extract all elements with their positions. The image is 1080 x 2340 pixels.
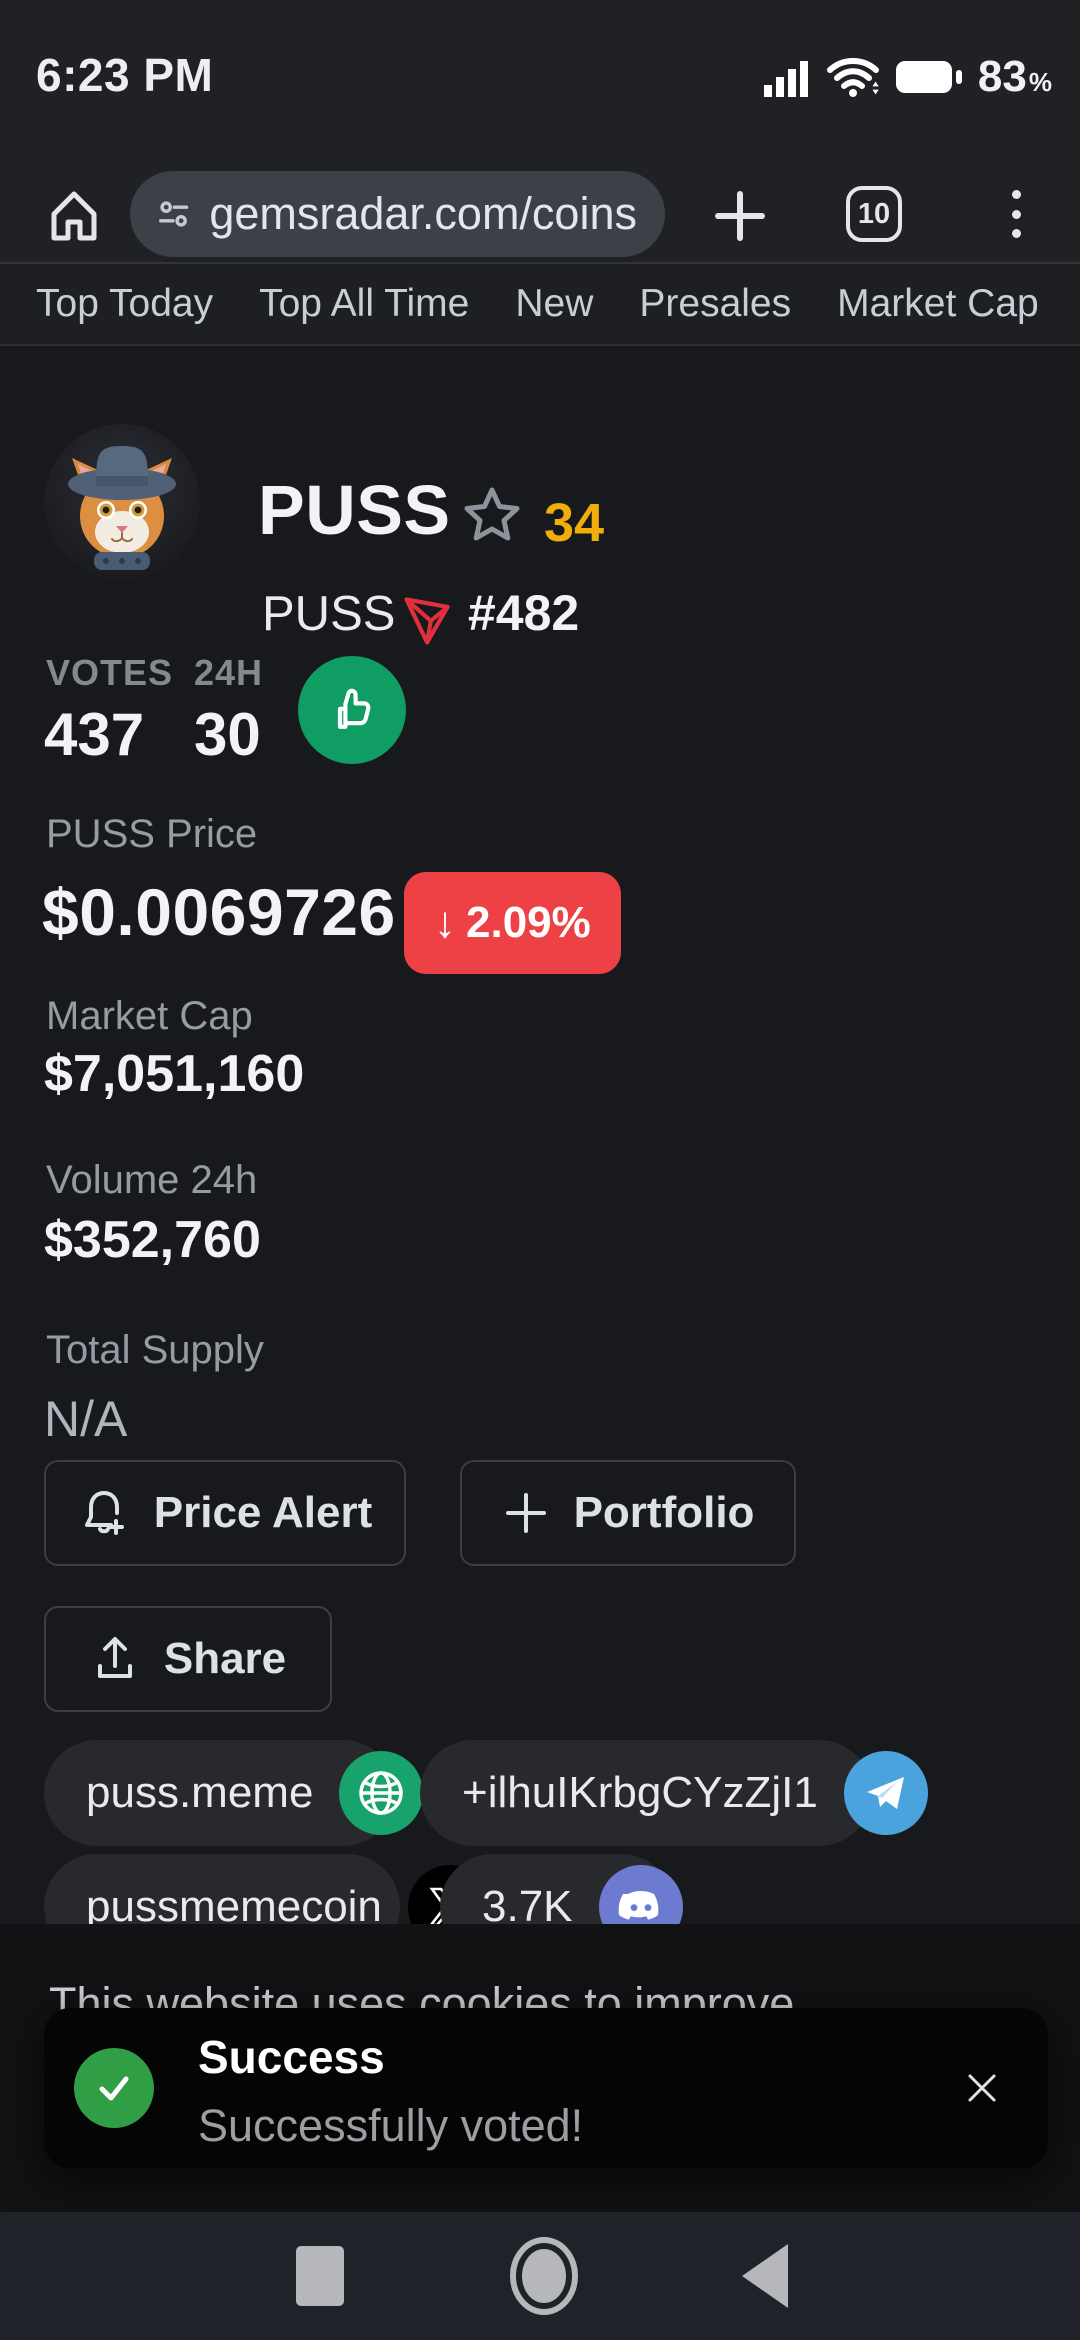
discord-label: 3.7K	[482, 1882, 573, 1931]
plus-icon	[715, 191, 765, 241]
price-change-badge: ↓ 2.09%	[404, 872, 621, 974]
share-icon	[97, 1637, 132, 1678]
toast-title: Success	[198, 2031, 385, 2083]
tab-top-all-time[interactable]: Top All Time	[259, 282, 470, 325]
status-icons: 83 %	[762, 52, 1052, 102]
tron-chain-icon	[400, 592, 456, 648]
price-alert-button[interactable]: Price Alert	[44, 1460, 406, 1566]
tab-presales[interactable]: Presales	[639, 282, 792, 325]
percent-sign: %	[1028, 67, 1052, 97]
plus-icon	[505, 1493, 546, 1533]
favorite-button[interactable]	[462, 486, 522, 544]
website-link[interactable]: puss.meme	[44, 1740, 424, 1846]
volume-label: Volume 24h	[46, 1158, 258, 1202]
android-home-button[interactable]	[506, 2236, 582, 2316]
coin-name: PUSS	[258, 471, 451, 549]
twitter-label: pussmemecoin	[86, 1882, 382, 1931]
total-supply-value: N/A	[44, 1391, 128, 1447]
browser-chrome: 6:23 PM 83 %	[0, 0, 1080, 262]
tab-count: 10	[857, 197, 891, 230]
votes-24h-value: 30	[194, 701, 261, 768]
share-label: Share	[163, 1634, 287, 1683]
browser-menu-button[interactable]	[992, 184, 1040, 244]
coin-rank: #482	[468, 585, 580, 641]
coin-ticker: PUSS	[262, 587, 396, 641]
tab-market-cap[interactable]: Market Cap	[837, 282, 1039, 325]
portfolio-button[interactable]: Portfolio	[460, 1460, 796, 1566]
telegram-label: +ilhuIKrbgCYzZjI1	[462, 1768, 818, 1817]
close-icon	[968, 2074, 996, 2102]
new-tab-button[interactable]	[712, 188, 768, 244]
home-button[interactable]	[46, 188, 102, 244]
back-button[interactable]	[742, 2244, 788, 2308]
telegram-link[interactable]: +ilhuIKrbgCYzZjI1	[420, 1740, 928, 1846]
price-alert-label: Price Alert	[153, 1488, 373, 1537]
tune-icon	[159, 201, 189, 227]
bell-plus-icon	[84, 1491, 124, 1535]
price-value: $0.0069726	[42, 875, 396, 949]
url-bar[interactable]: gemsradar.com/coins	[130, 171, 665, 257]
toast-close-button[interactable]	[960, 2066, 1004, 2110]
android-navbar	[0, 2212, 1080, 2340]
site-nav: Top Today Top All Time New Presales Mark…	[0, 262, 1080, 346]
votes-label: VOTES	[46, 652, 174, 693]
home-icon	[51, 191, 97, 241]
market-cap-label: Market Cap	[46, 994, 253, 1038]
tab-counter-button[interactable]: 10	[846, 186, 902, 242]
battery-icon	[895, 61, 962, 93]
change-arrow-icon: ↓	[434, 898, 456, 947]
wifi-icon	[826, 58, 879, 97]
success-check-icon	[74, 2048, 154, 2128]
website-label: puss.meme	[86, 1768, 314, 1817]
votes-24h-label: 24H	[194, 652, 264, 693]
url-text: gemsradar.com/coins	[209, 188, 637, 239]
coin-avatar	[44, 424, 200, 580]
signal-icon	[763, 61, 808, 97]
thumbs-up-icon	[337, 688, 371, 729]
tab-top-today[interactable]: Top Today	[36, 282, 214, 325]
favorite-count: 34	[544, 493, 605, 553]
tab-new[interactable]: New	[515, 282, 594, 325]
total-supply-label: Total Supply	[46, 1328, 264, 1372]
change-value: 2.09%	[466, 898, 591, 947]
votes-value: 437	[44, 701, 145, 768]
price-label: PUSS Price	[46, 812, 258, 856]
share-button[interactable]: Share	[44, 1606, 332, 1712]
toast-message: Successfully voted!	[198, 2100, 584, 2151]
portfolio-label: Portfolio	[573, 1488, 755, 1537]
success-toast: Success Successfully voted!	[44, 2008, 1048, 2168]
volume-value: $352,760	[44, 1211, 261, 1269]
status-time: 6:23 PM	[36, 49, 214, 101]
home-circle-icon	[510, 2237, 578, 2315]
recent-apps-button[interactable]	[296, 2246, 344, 2306]
globe-icon	[339, 1751, 424, 1835]
star-icon	[464, 487, 520, 541]
vote-button[interactable]	[298, 656, 406, 764]
battery-percent: 83	[977, 52, 1027, 101]
telegram-icon	[843, 1751, 928, 1835]
market-cap-value: $7,051,160	[44, 1045, 305, 1103]
